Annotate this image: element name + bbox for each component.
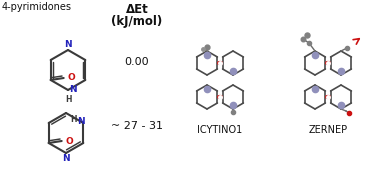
Text: H: H	[70, 115, 76, 124]
Text: 0.00: 0.00	[125, 57, 149, 67]
Text: N: N	[62, 154, 70, 163]
Text: O: O	[68, 73, 75, 82]
Text: N: N	[69, 86, 77, 95]
Text: N: N	[64, 40, 72, 49]
Text: H: H	[66, 95, 72, 104]
Text: 4-pyrimidones: 4-pyrimidones	[2, 2, 72, 12]
Text: N: N	[77, 117, 85, 126]
Text: (kJ/mol): (kJ/mol)	[111, 15, 163, 28]
Text: ICYTINO1: ICYTINO1	[197, 125, 242, 135]
Text: ~ 27 - 31: ~ 27 - 31	[111, 121, 163, 131]
Text: ΔEt: ΔEt	[126, 3, 148, 16]
Text: O: O	[65, 137, 74, 146]
Text: ZERNEP: ZERNEP	[308, 125, 347, 135]
